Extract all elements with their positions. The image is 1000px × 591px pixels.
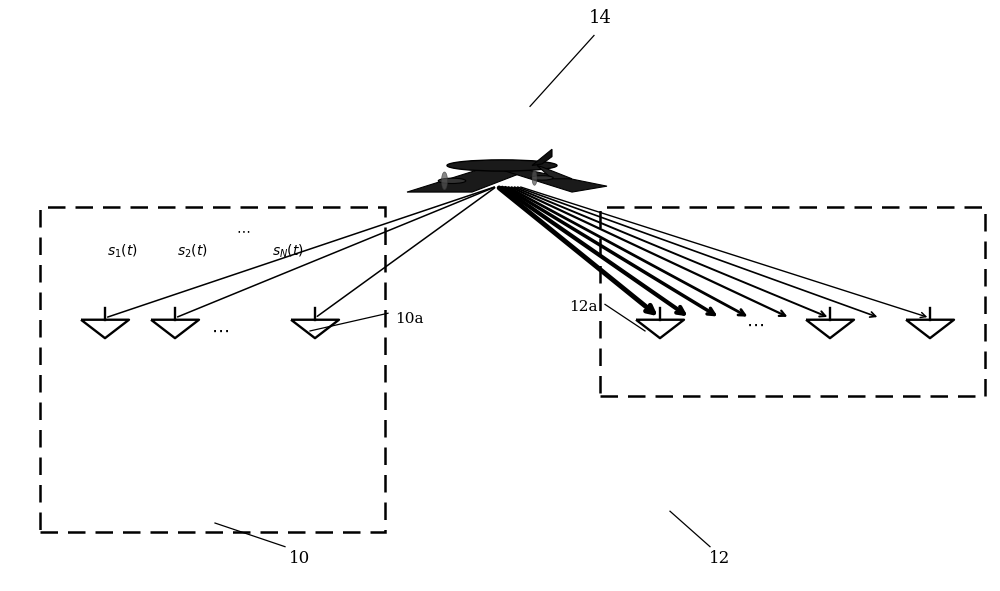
Text: $s_2(t)$: $s_2(t)$: [177, 242, 207, 260]
Text: $\cdots$: $\cdots$: [746, 316, 764, 334]
Text: $s_1(t)$: $s_1(t)$: [107, 242, 137, 260]
Text: 12a: 12a: [570, 300, 598, 314]
Text: $\cdots$: $\cdots$: [236, 223, 250, 238]
Text: 14: 14: [589, 9, 611, 27]
Text: $\cdots$: $\cdots$: [211, 322, 229, 340]
Ellipse shape: [531, 176, 553, 180]
Text: 10: 10: [289, 550, 311, 567]
Polygon shape: [537, 165, 572, 178]
Polygon shape: [407, 163, 537, 192]
Ellipse shape: [438, 178, 466, 183]
Polygon shape: [532, 150, 552, 165]
Text: 12: 12: [709, 550, 731, 567]
Ellipse shape: [532, 171, 537, 186]
Ellipse shape: [442, 172, 448, 190]
Ellipse shape: [447, 160, 557, 171]
Text: $s_N(t)$: $s_N(t)$: [272, 242, 304, 260]
Polygon shape: [497, 167, 607, 192]
Text: 10a: 10a: [395, 312, 424, 326]
